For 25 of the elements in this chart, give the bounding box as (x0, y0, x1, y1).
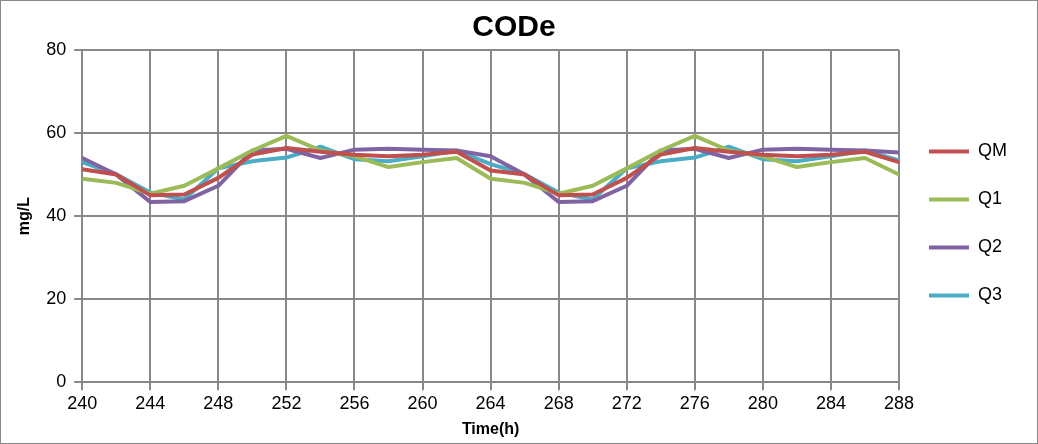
y-tick-label: 0 (56, 371, 67, 392)
x-tick-label: 260 (407, 392, 438, 413)
x-tick-label: 264 (475, 392, 506, 413)
x-tick-label: 276 (679, 392, 710, 413)
legend-label: QM (978, 140, 1007, 161)
y-tick-label: 80 (46, 38, 67, 59)
legend-label: Q2 (978, 236, 1003, 257)
x-tick-label: 256 (339, 392, 370, 413)
x-tick-label: 240 (67, 392, 98, 413)
x-tick-label: 244 (135, 392, 166, 413)
y-tick-label: 40 (46, 205, 67, 226)
x-axis-title: Time(h) (461, 419, 520, 437)
y-tick-label: 60 (46, 122, 67, 143)
legend-label: Q1 (978, 188, 1003, 209)
x-tick-label: 280 (747, 392, 778, 413)
x-tick-label: 268 (543, 392, 574, 413)
x-tick-label: 284 (815, 392, 846, 413)
x-tick-label: 252 (271, 392, 302, 413)
x-tick-label: 272 (611, 392, 642, 413)
x-tick-label: 288 (883, 392, 915, 413)
x-tick-label: 248 (203, 392, 234, 413)
chart-title: CODe (472, 9, 556, 43)
y-axis-title: mg/L (15, 196, 33, 236)
legend-label: Q3 (978, 284, 1003, 305)
y-tick-label: 20 (46, 288, 67, 309)
